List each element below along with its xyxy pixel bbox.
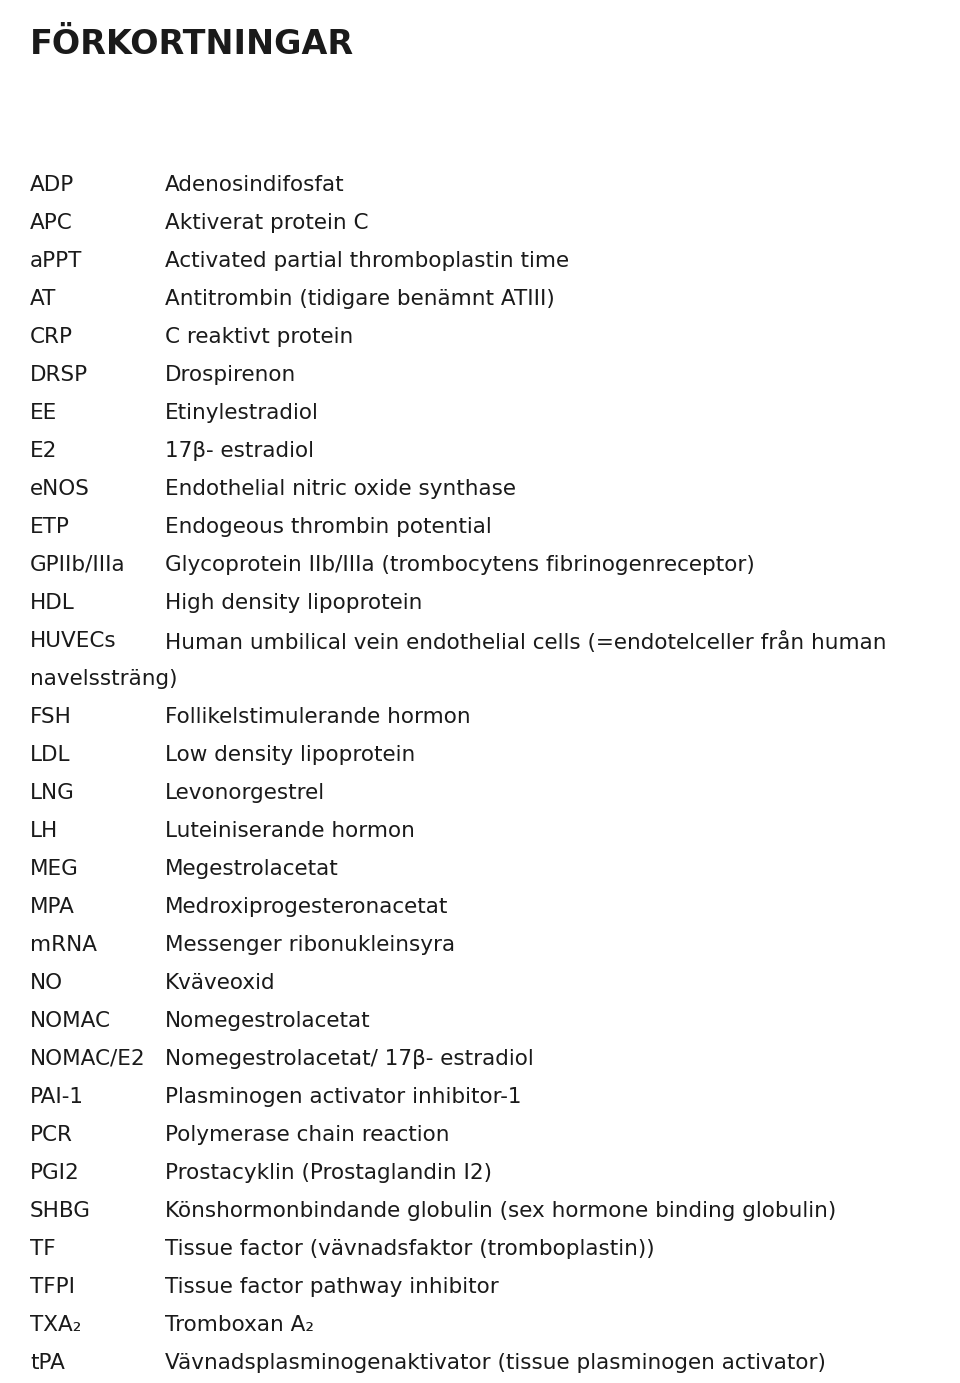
Text: C reaktivt protein: C reaktivt protein (165, 326, 353, 347)
Text: Drospirenon: Drospirenon (165, 365, 297, 384)
Text: Polymerase chain reaction: Polymerase chain reaction (165, 1124, 449, 1145)
Text: 17β- estradiol: 17β- estradiol (165, 441, 314, 461)
Text: LH: LH (30, 822, 59, 841)
Text: CRP: CRP (30, 326, 73, 347)
Text: Prostacyklin (Prostaglandin I2): Prostacyklin (Prostaglandin I2) (165, 1163, 492, 1182)
Text: NOMAC: NOMAC (30, 1011, 111, 1030)
Text: Luteiniserande hormon: Luteiniserande hormon (165, 822, 415, 841)
Text: ADP: ADP (30, 176, 74, 195)
Text: Nomegestrolacetat: Nomegestrolacetat (165, 1011, 371, 1030)
Text: MPA: MPA (30, 898, 75, 917)
Text: GPIIb/IIIa: GPIIb/IIIa (30, 555, 126, 575)
Text: TXA₂: TXA₂ (30, 1315, 82, 1335)
Text: EE: EE (30, 402, 58, 423)
Text: Tromboxan A₂: Tromboxan A₂ (165, 1315, 314, 1335)
Text: Kväveoxid: Kväveoxid (165, 974, 276, 993)
Text: NO: NO (30, 974, 63, 993)
Text: Vävnadsplasminogenaktivator (tissue plasminogen activator): Vävnadsplasminogenaktivator (tissue plas… (165, 1353, 826, 1373)
Text: FSH: FSH (30, 707, 72, 727)
Text: TFPI: TFPI (30, 1277, 75, 1297)
Text: HDL: HDL (30, 593, 75, 613)
Text: SHBG: SHBG (30, 1200, 91, 1221)
Text: Glycoprotein IIb/IIIa (trombocytens fibrinogenreceptor): Glycoprotein IIb/IIIa (trombocytens fibr… (165, 555, 755, 575)
Text: Megestrolacetat: Megestrolacetat (165, 859, 339, 880)
Text: Könshormonbindande globulin (sex hormone binding globulin): Könshormonbindande globulin (sex hormone… (165, 1200, 836, 1221)
Text: HUVECs: HUVECs (30, 631, 116, 651)
Text: MEG: MEG (30, 859, 79, 880)
Text: Endothelial nitric oxide synthase: Endothelial nitric oxide synthase (165, 479, 516, 499)
Text: Aktiverat protein C: Aktiverat protein C (165, 213, 369, 232)
Text: Plasminogen activator inhibitor-1: Plasminogen activator inhibitor-1 (165, 1087, 521, 1106)
Text: Antitrombin (tidigare benämnt ATIII): Antitrombin (tidigare benämnt ATIII) (165, 289, 555, 308)
Text: APC: APC (30, 213, 73, 232)
Text: tPA: tPA (30, 1353, 65, 1373)
Text: Nomegestrolacetat/ 17β- estradiol: Nomegestrolacetat/ 17β- estradiol (165, 1048, 534, 1069)
Text: Follikelstimulerande hormon: Follikelstimulerande hormon (165, 707, 470, 727)
Text: Etinylestradiol: Etinylestradiol (165, 402, 319, 423)
Text: High density lipoprotein: High density lipoprotein (165, 593, 422, 613)
Text: PCR: PCR (30, 1124, 73, 1145)
Text: Activated partial thromboplastin time: Activated partial thromboplastin time (165, 250, 569, 271)
Text: PAI-1: PAI-1 (30, 1087, 84, 1106)
Text: Messenger ribonukleinsyra: Messenger ribonukleinsyra (165, 935, 455, 956)
Text: Human umbilical vein endothelial cells (=endotelceller från human: Human umbilical vein endothelial cells (… (165, 631, 886, 653)
Text: E2: E2 (30, 441, 58, 461)
Text: FÖRKORTNINGAR: FÖRKORTNINGAR (30, 28, 354, 61)
Text: Medroxiprogesteronacetat: Medroxiprogesteronacetat (165, 898, 448, 917)
Text: aPPT: aPPT (30, 250, 83, 271)
Text: Low density lipoprotein: Low density lipoprotein (165, 745, 416, 765)
Text: DRSP: DRSP (30, 365, 88, 384)
Text: AT: AT (30, 289, 57, 308)
Text: NOMAC/E2: NOMAC/E2 (30, 1048, 146, 1069)
Text: Endogeous thrombin potential: Endogeous thrombin potential (165, 517, 492, 537)
Text: PGI2: PGI2 (30, 1163, 80, 1182)
Text: Tissue factor (vävnadsfaktor (tromboplastin)): Tissue factor (vävnadsfaktor (tromboplas… (165, 1239, 655, 1259)
Text: Adenosindifosfat: Adenosindifosfat (165, 176, 345, 195)
Text: LNG: LNG (30, 783, 75, 804)
Text: navelssträng): navelssträng) (30, 669, 178, 689)
Text: eNOS: eNOS (30, 479, 90, 499)
Text: LDL: LDL (30, 745, 70, 765)
Text: Levonorgestrel: Levonorgestrel (165, 783, 325, 804)
Text: ETP: ETP (30, 517, 70, 537)
Text: TF: TF (30, 1239, 56, 1259)
Text: mRNA: mRNA (30, 935, 97, 956)
Text: Tissue factor pathway inhibitor: Tissue factor pathway inhibitor (165, 1277, 499, 1297)
